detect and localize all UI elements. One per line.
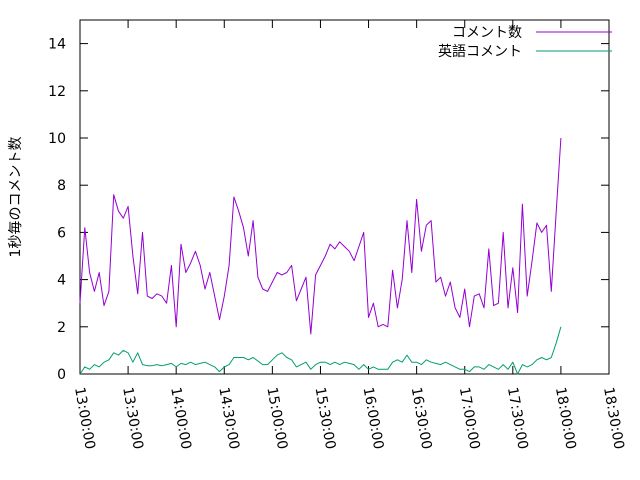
plot-frame [79, 19, 610, 375]
y-axis: 0 2 4 6 8 10 12 14 [48, 37, 609, 383]
series-lines [79, 137, 562, 375]
x-tick-label: 15:30:00 [312, 386, 339, 451]
y-tick-label: 10 [48, 131, 66, 147]
y-tick-label: 6 [57, 225, 66, 241]
y-tick-label: 0 [57, 367, 66, 383]
y-tick-label: 8 [57, 178, 66, 194]
plot-border [79, 19, 610, 375]
y-tick-label: 14 [48, 37, 66, 53]
y-tick-label: 12 [48, 84, 66, 100]
legend-label-1: コメント数 [452, 25, 522, 41]
x-tick-label: 14:00:00 [167, 386, 194, 451]
x-tick-label: 13:30:00 [119, 386, 146, 451]
x-tick-label: 16:30:00 [408, 386, 435, 451]
y-tick-label: 2 [57, 320, 66, 336]
y-tick-label: 4 [57, 273, 66, 289]
x-tick-label: 17:00:00 [456, 386, 483, 451]
x-tick-label: 15:00:00 [263, 386, 290, 451]
x-tick-label: 13:00:00 [71, 386, 98, 451]
x-tick-label: 17:30:00 [504, 386, 531, 451]
x-tick-label: 14:30:00 [215, 386, 242, 451]
x-axis: 13:00:00 13:30:00 14:00:00 14:30:00 15:00:00… [71, 20, 627, 451]
x-tick-label: 18:00:00 [552, 386, 579, 451]
x-tick-label: 16:00:00 [360, 386, 387, 451]
legend-label-2: 英語コメント [438, 43, 522, 60]
y-axis-label: 1秒毎のコメント数 [8, 137, 24, 258]
x-tick-label: 18:30:00 [600, 386, 627, 451]
series-line-1 [79, 137, 562, 335]
series-line-2 [79, 326, 562, 375]
